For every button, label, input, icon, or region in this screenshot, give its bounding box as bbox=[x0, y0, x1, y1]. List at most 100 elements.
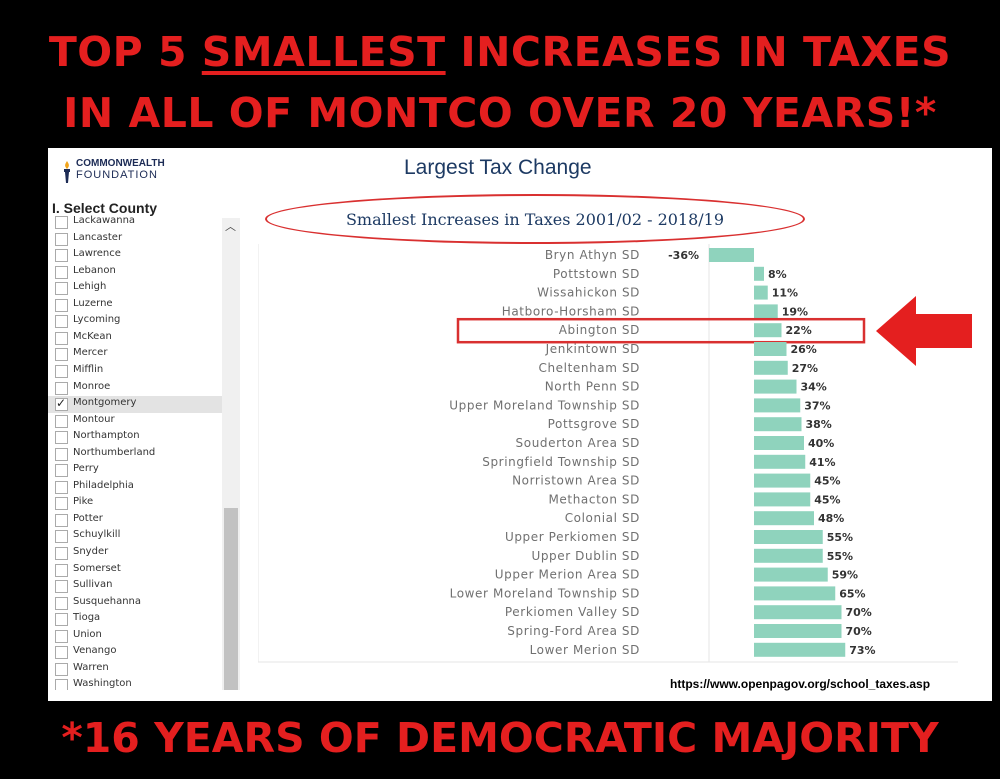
data-label: 37% bbox=[804, 399, 830, 412]
county-item[interactable]: Philadelphia bbox=[48, 479, 222, 496]
county-name: Lancaster bbox=[73, 231, 123, 243]
county-checkbox[interactable] bbox=[55, 580, 68, 594]
highlight-box bbox=[456, 317, 866, 344]
source-url[interactable]: https://www.openpagov.org/school_taxes.a… bbox=[670, 677, 931, 691]
category-label: Bryn Athyn SD bbox=[545, 248, 640, 262]
county-name: Mercer bbox=[73, 347, 108, 359]
data-label: -36% bbox=[668, 249, 699, 262]
category-label: Norristown Area SD bbox=[512, 474, 640, 488]
county-item[interactable]: Mifflin bbox=[48, 363, 222, 380]
county-checkbox[interactable] bbox=[55, 447, 68, 461]
category-label: Souderton Area SD bbox=[516, 436, 640, 450]
county-item[interactable]: Lackawanna bbox=[48, 214, 222, 231]
county-checkbox[interactable] bbox=[55, 396, 68, 412]
chevron-up-icon[interactable]: ︿ bbox=[225, 220, 236, 233]
county-item[interactable]: Washington bbox=[48, 677, 222, 690]
county-name: Snyder bbox=[73, 546, 109, 557]
county-checkbox[interactable] bbox=[55, 364, 68, 378]
data-label: 19% bbox=[782, 305, 808, 318]
logo-text-top: COMMONWEALTH bbox=[76, 158, 165, 169]
bar bbox=[754, 454, 806, 469]
county-item[interactable]: Schuylkill bbox=[48, 528, 222, 545]
county-name: Lawrence bbox=[73, 248, 121, 260]
county-item[interactable]: Northumberland bbox=[48, 446, 222, 463]
county-checkbox[interactable] bbox=[55, 282, 68, 296]
bar bbox=[754, 605, 842, 620]
county-checkbox[interactable] bbox=[55, 629, 68, 643]
county-checkbox[interactable] bbox=[55, 613, 68, 627]
county-item[interactable]: Venango bbox=[48, 644, 222, 661]
category-label: Upper Perkiomen SD bbox=[505, 530, 640, 544]
county-checkbox[interactable] bbox=[55, 348, 68, 362]
county-list[interactable]: Lackawanna Lancaster Lawrence Lebanon Lehigh… bbox=[48, 212, 222, 690]
county-checkbox[interactable] bbox=[55, 497, 68, 511]
category-label: Upper Dublin SD bbox=[531, 549, 640, 563]
data-label: 45% bbox=[814, 475, 840, 488]
county-checkbox[interactable] bbox=[55, 315, 68, 329]
county-checkbox[interactable] bbox=[55, 662, 68, 676]
county-name: Union bbox=[73, 628, 102, 640]
bar bbox=[754, 511, 814, 526]
county-checkbox[interactable] bbox=[55, 513, 68, 527]
county-item[interactable]: Montour bbox=[48, 413, 222, 430]
county-item[interactable]: Lycoming bbox=[48, 313, 222, 330]
county-checkbox[interactable] bbox=[55, 265, 68, 279]
county-name: Perry bbox=[73, 463, 99, 475]
county-item[interactable]: Tioga bbox=[48, 611, 222, 628]
county-item[interactable]: Somerset bbox=[48, 562, 222, 579]
category-label: Lower Merion SD bbox=[530, 643, 640, 657]
county-checkbox[interactable] bbox=[55, 596, 68, 610]
county-checkbox[interactable] bbox=[55, 216, 68, 229]
county-item[interactable]: McKean bbox=[48, 330, 222, 347]
county-item[interactable]: Warren bbox=[48, 661, 222, 678]
county-item[interactable]: Lawrence bbox=[48, 247, 222, 264]
county-checkbox[interactable] bbox=[55, 232, 68, 246]
category-label: Pottstown SD bbox=[553, 267, 640, 281]
county-item[interactable]: Luzerne bbox=[48, 297, 222, 314]
county-item[interactable]: Snyder bbox=[48, 545, 222, 562]
county-item[interactable]: Union bbox=[48, 628, 222, 645]
data-label: 59% bbox=[832, 569, 858, 582]
county-checkbox[interactable] bbox=[55, 298, 68, 312]
county-checkbox[interactable] bbox=[55, 679, 68, 690]
county-item[interactable]: Lebanon bbox=[48, 264, 222, 281]
county-item[interactable]: Lehigh bbox=[48, 280, 222, 297]
bar bbox=[754, 323, 782, 338]
category-label: Abington SD bbox=[559, 323, 640, 337]
county-name: Lehigh bbox=[73, 281, 107, 293]
county-name: Tioga bbox=[73, 612, 101, 624]
county-item[interactable]: Montgomery bbox=[48, 396, 222, 413]
county-checkbox[interactable] bbox=[55, 249, 68, 263]
data-label: 11% bbox=[772, 287, 798, 300]
county-name: Philadelphia bbox=[73, 479, 134, 491]
county-checkbox[interactable] bbox=[55, 530, 68, 544]
county-item[interactable]: Susquehanna bbox=[48, 595, 222, 612]
county-checkbox[interactable] bbox=[55, 431, 68, 445]
county-checkbox[interactable] bbox=[55, 480, 68, 494]
county-checkbox[interactable] bbox=[55, 646, 68, 660]
county-item[interactable]: Monroe bbox=[48, 380, 222, 397]
county-checkbox[interactable] bbox=[55, 381, 68, 395]
county-name: McKean bbox=[73, 330, 112, 342]
county-checkbox[interactable] bbox=[55, 547, 68, 560]
county-checkbox[interactable] bbox=[55, 414, 68, 428]
bar bbox=[754, 586, 836, 601]
county-item[interactable]: Lancaster bbox=[48, 231, 222, 248]
county-item[interactable]: Pike bbox=[48, 495, 222, 512]
bar bbox=[754, 624, 842, 638]
county-checkbox[interactable] bbox=[55, 464, 68, 478]
scrollbar-thumb[interactable] bbox=[224, 508, 238, 690]
county-item[interactable]: Potter bbox=[48, 512, 222, 529]
data-label: 48% bbox=[818, 512, 844, 525]
bar bbox=[754, 567, 828, 582]
county-item[interactable]: Sullivan bbox=[48, 578, 222, 595]
county-list-scrollbar[interactable]: ︿ bbox=[222, 218, 240, 690]
county-item[interactable]: Perry bbox=[48, 462, 222, 479]
county-item[interactable]: Mercer bbox=[48, 346, 222, 363]
county-checkbox[interactable] bbox=[55, 563, 68, 577]
headline-line-2: IN ALL OF MONTCO OVER 20 YEARS!* bbox=[63, 89, 937, 137]
county-item[interactable]: Northampton bbox=[48, 429, 222, 446]
chart-title: Smallest Increases in Taxes 2001/02 - 20… bbox=[345, 210, 725, 229]
category-label: Spring-Ford Area SD bbox=[507, 624, 640, 638]
county-checkbox[interactable] bbox=[55, 331, 68, 345]
